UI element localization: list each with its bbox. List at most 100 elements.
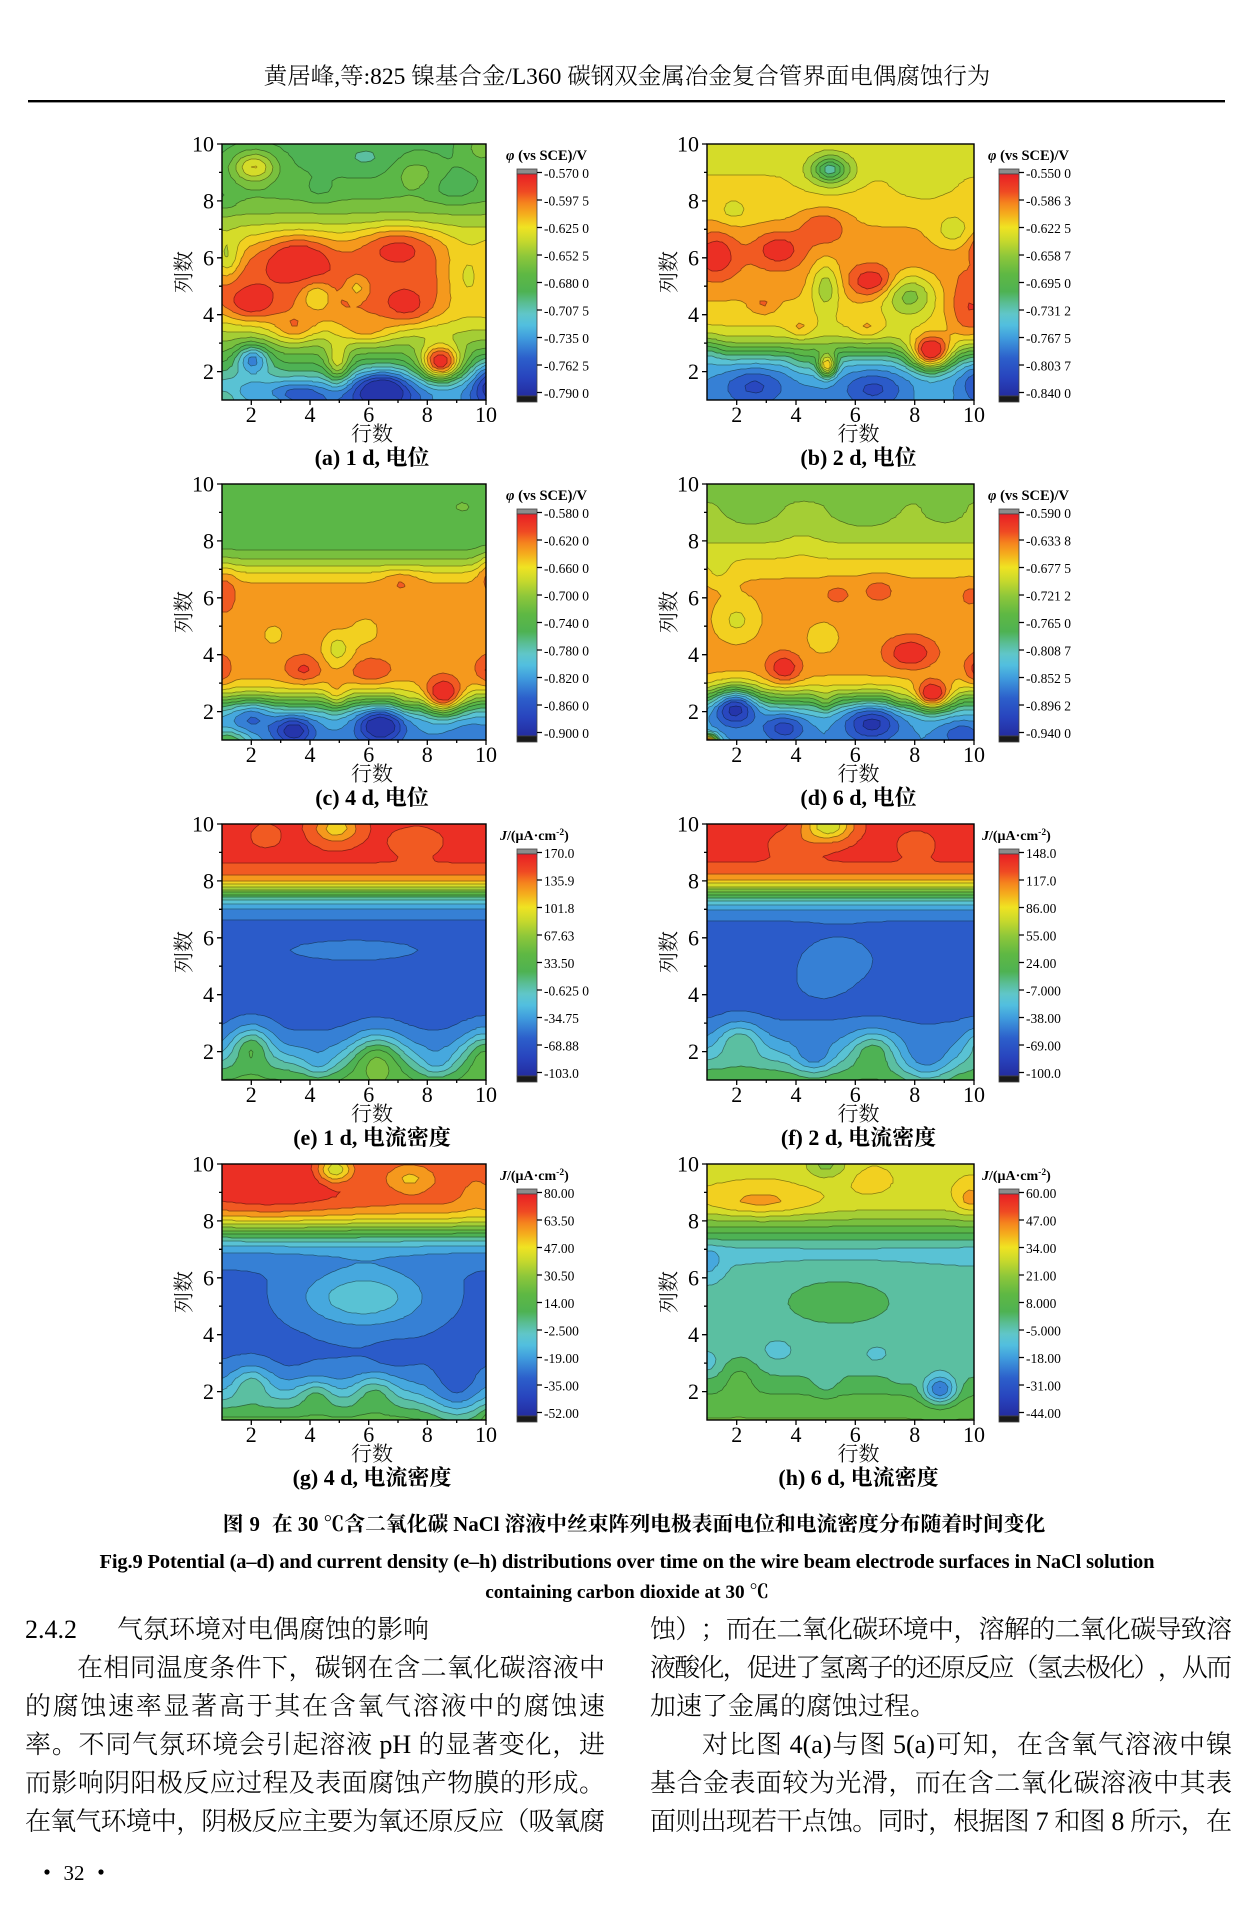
svg-text:-0.808 7: -0.808 7 xyxy=(1026,643,1071,658)
svg-text:-0.700 0: -0.700 0 xyxy=(544,588,589,603)
svg-text:10: 10 xyxy=(677,472,699,497)
svg-text:6: 6 xyxy=(363,1422,374,1447)
svg-text:14.00: 14.00 xyxy=(544,1296,575,1311)
svg-text:-34.75: -34.75 xyxy=(544,1011,579,1026)
svg-text:10: 10 xyxy=(475,1422,497,1447)
svg-text:8: 8 xyxy=(1105,1807,1131,1836)
svg-text:8: 8 xyxy=(203,1208,214,1233)
svg-text:-0.658 7: -0.658 7 xyxy=(1026,248,1071,263)
svg-text:8: 8 xyxy=(688,188,699,213)
svg-text:-19.00: -19.00 xyxy=(544,1351,579,1366)
svg-text:5(a): 5(a) xyxy=(887,1730,935,1759)
svg-text:-0.570 0: -0.570 0 xyxy=(544,166,589,181)
svg-text:10: 10 xyxy=(192,472,214,497)
svg-text:2: 2 xyxy=(203,699,214,724)
svg-text:6: 6 xyxy=(363,1082,374,1107)
svg-text:8: 8 xyxy=(422,402,433,427)
svg-text:2: 2 xyxy=(246,1082,257,1107)
svg-text:-0.735 0: -0.735 0 xyxy=(544,331,589,346)
svg-text:φ (vs SCE)/V: φ (vs SCE)/V xyxy=(506,148,588,164)
svg-text:-0.620 0: -0.620 0 xyxy=(544,533,589,548)
svg-text:-0.820 0: -0.820 0 xyxy=(544,671,589,686)
svg-text:-69.00: -69.00 xyxy=(1026,1038,1061,1053)
svg-text:J/(μA·cm-2): J/(μA·cm-2) xyxy=(981,1168,1051,1184)
svg-text:2: 2 xyxy=(688,699,699,724)
svg-text:(c) 4 d,: (c) 4 d, xyxy=(315,785,385,810)
svg-text:4: 4 xyxy=(688,642,699,667)
svg-text:-0.625 0: -0.625 0 xyxy=(544,221,589,236)
svg-text:4: 4 xyxy=(688,982,699,1007)
svg-text:/L360: /L360 xyxy=(505,64,567,90)
svg-text:-5.000: -5.000 xyxy=(1026,1323,1061,1338)
svg-text:2: 2 xyxy=(246,1422,257,1447)
svg-text:2: 2 xyxy=(246,742,257,767)
svg-text:6: 6 xyxy=(850,742,861,767)
svg-text:-0.860 0: -0.860 0 xyxy=(544,698,589,713)
svg-text:-44.00: -44.00 xyxy=(1026,1406,1061,1421)
svg-text:-0.767 5: -0.767 5 xyxy=(1026,331,1071,346)
svg-text:8: 8 xyxy=(688,868,699,893)
svg-text:2: 2 xyxy=(246,402,257,427)
svg-text:6: 6 xyxy=(363,402,374,427)
svg-text:47.00: 47.00 xyxy=(544,1241,575,1256)
svg-text:-0.780 0: -0.780 0 xyxy=(544,643,589,658)
svg-text:φ (vs SCE)/V: φ (vs SCE)/V xyxy=(506,488,588,504)
svg-text:-0.652 5: -0.652 5 xyxy=(544,248,589,263)
svg-text:135.9: 135.9 xyxy=(544,873,575,888)
svg-text:-0.677 5: -0.677 5 xyxy=(1026,561,1071,576)
svg-text:8: 8 xyxy=(422,742,433,767)
svg-text:33.50: 33.50 xyxy=(544,956,575,971)
svg-text:J/(μA·cm-2): J/(μA·cm-2) xyxy=(499,828,569,844)
svg-text:-103.0: -103.0 xyxy=(544,1066,579,1081)
svg-text:10: 10 xyxy=(677,812,699,837)
svg-text:φ (vs SCE)/V: φ (vs SCE)/V xyxy=(988,488,1070,504)
svg-text:8: 8 xyxy=(203,528,214,553)
svg-text:10: 10 xyxy=(192,132,214,157)
svg-text:8: 8 xyxy=(688,1208,699,1233)
svg-text:9: 9 xyxy=(250,1513,260,1536)
svg-text:(a) 1 d,: (a) 1 d, xyxy=(315,445,386,470)
svg-text:4: 4 xyxy=(203,982,214,1007)
svg-text:-0.597 5: -0.597 5 xyxy=(544,193,589,208)
svg-text:24.00: 24.00 xyxy=(1026,956,1057,971)
svg-text:6: 6 xyxy=(850,1422,861,1447)
svg-text:8: 8 xyxy=(688,528,699,553)
svg-text:(e) 1 d,: (e) 1 d, xyxy=(293,1125,363,1150)
svg-text:-0.580 0: -0.580 0 xyxy=(544,506,589,521)
svg-text:-0.721 2: -0.721 2 xyxy=(1026,588,1071,603)
svg-text:-52.00: -52.00 xyxy=(544,1406,579,1421)
svg-text:4: 4 xyxy=(203,1322,214,1347)
svg-text:60.00: 60.00 xyxy=(1026,1186,1057,1201)
svg-text:148.0: 148.0 xyxy=(1026,846,1057,861)
svg-text:-100.0: -100.0 xyxy=(1026,1066,1061,1081)
svg-text:80.00: 80.00 xyxy=(544,1186,575,1201)
svg-text:4: 4 xyxy=(791,742,802,767)
svg-text:4: 4 xyxy=(203,302,214,327)
svg-text:pH: pH xyxy=(373,1730,418,1759)
svg-text:J/(μA·cm-2): J/(μA·cm-2) xyxy=(981,828,1051,844)
svg-text:-0.633 8: -0.633 8 xyxy=(1026,533,1071,548)
svg-text:10: 10 xyxy=(475,402,497,427)
svg-text:8: 8 xyxy=(909,1422,920,1447)
svg-text:-0.740 0: -0.740 0 xyxy=(544,616,589,631)
svg-text:-0.900 0: -0.900 0 xyxy=(544,726,589,741)
svg-text:-2.500: -2.500 xyxy=(544,1323,579,1338)
svg-text:8: 8 xyxy=(422,1082,433,1107)
svg-text:63.50: 63.50 xyxy=(544,1213,575,1228)
svg-text:-0.762 5: -0.762 5 xyxy=(544,358,589,373)
svg-text:10: 10 xyxy=(475,742,497,767)
svg-text:34.00: 34.00 xyxy=(1026,1241,1057,1256)
svg-text:10: 10 xyxy=(192,812,214,837)
svg-text:4: 4 xyxy=(791,1082,802,1107)
svg-text:(h) 6 d,: (h) 6 d, xyxy=(778,1465,850,1490)
svg-text:2: 2 xyxy=(731,742,742,767)
svg-text:-35.00: -35.00 xyxy=(544,1378,579,1393)
svg-text:8: 8 xyxy=(909,402,920,427)
svg-text:2: 2 xyxy=(731,1082,742,1107)
svg-text:10: 10 xyxy=(677,1152,699,1177)
svg-text:-31.00: -31.00 xyxy=(1026,1378,1061,1393)
svg-text:4: 4 xyxy=(305,1082,316,1107)
svg-text:-0.622 5: -0.622 5 xyxy=(1026,221,1071,236)
svg-text:6: 6 xyxy=(850,1082,861,1107)
svg-text:30: 30 xyxy=(298,1513,319,1536)
